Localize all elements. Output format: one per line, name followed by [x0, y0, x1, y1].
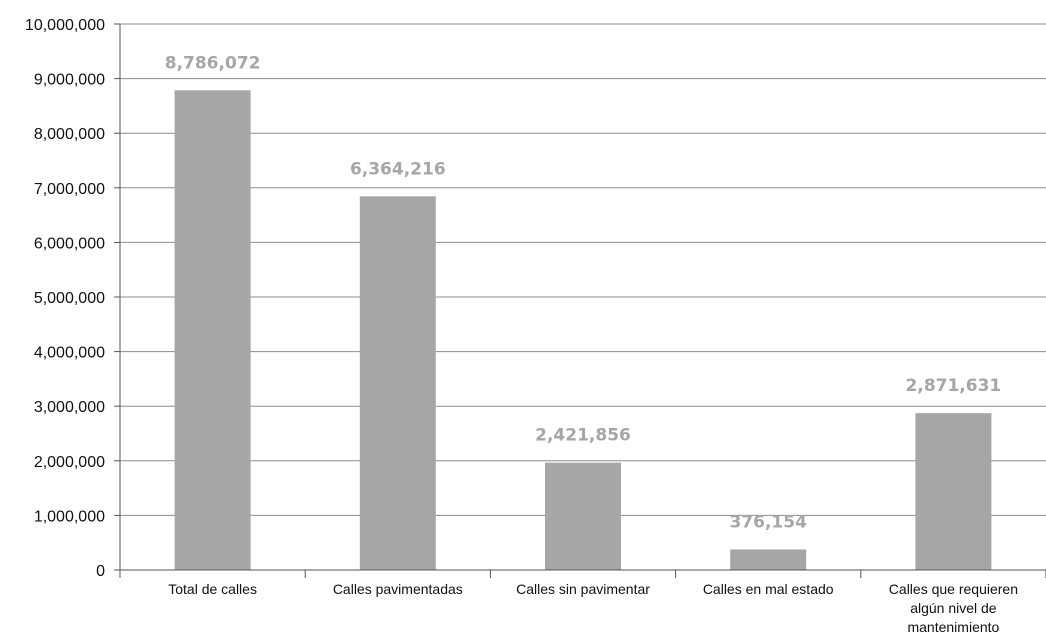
bar [730, 549, 807, 570]
x-tick-label: algún nivel de [910, 600, 997, 616]
y-tick-label: 1,000,000 [34, 508, 105, 525]
y-tick-label: 7,000,000 [34, 181, 105, 198]
labels: 0 1,000,000 2,000,000 3,000,000 4,000,000 5,0… [25, 17, 1018, 635]
bar [915, 413, 992, 570]
x-tick-label: Calles sin pavimentar [516, 581, 650, 597]
y-tick-label: 8,000,000 [34, 126, 105, 143]
data-label: 2,871,631 [906, 376, 1002, 396]
bars [174, 90, 992, 571]
data-label: 6,364,216 [350, 159, 446, 179]
x-tick-label: Calles que requieren [889, 581, 1018, 597]
y-tick-label: 4,000,000 [34, 345, 105, 362]
x-tick-label: Calles en mal estado [703, 581, 834, 597]
bar [545, 462, 621, 570]
x-tick-label: mantenimiento [907, 619, 999, 635]
bar [174, 90, 251, 571]
data-label: 8,786,072 [165, 53, 261, 73]
y-tick-label: 3,000,000 [34, 399, 105, 416]
data-label: 2,421,856 [535, 426, 631, 446]
x-tick-label: Total de calles [168, 581, 257, 597]
gridlines [120, 23, 1046, 516]
y-tick-label: 6,000,000 [34, 235, 105, 252]
data-label: 376,154 [729, 512, 807, 532]
y-tick-label: 9,000,000 [34, 72, 105, 89]
y-tick-label: 0 [96, 563, 105, 580]
y-tick-label: 2,000,000 [34, 454, 105, 471]
y-tick-label: 10,000,000 [25, 17, 105, 34]
x-tick-label: Calles pavimentadas [333, 581, 463, 597]
y-tick-label: 5,000,000 [34, 290, 105, 307]
bar [359, 196, 436, 570]
axes [114, 23, 1046, 578]
